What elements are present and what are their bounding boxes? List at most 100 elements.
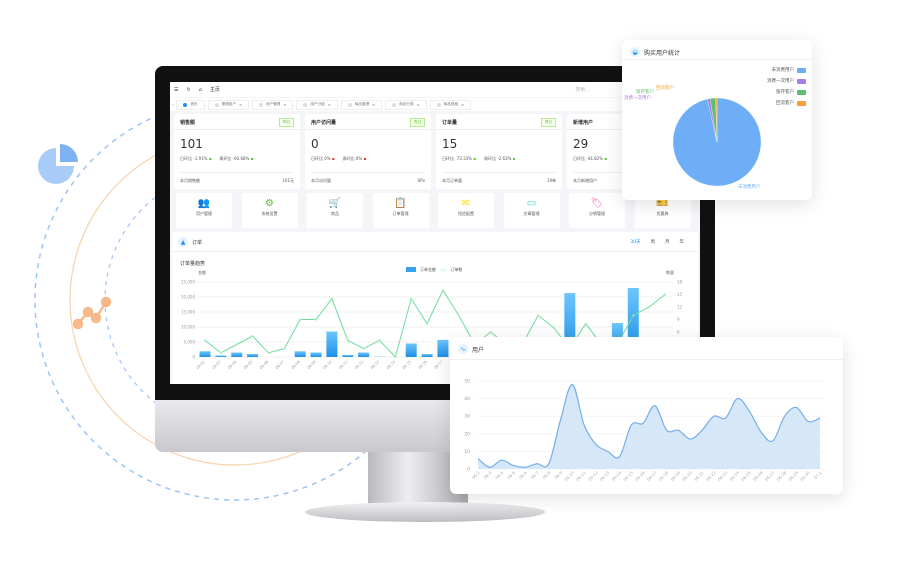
tab-label: 首页: [190, 102, 198, 106]
tab-5[interactable]: 商品分类 ×: [385, 99, 427, 110]
home-icon[interactable]: ⌂: [198, 86, 202, 93]
close-icon[interactable]: ×: [327, 102, 331, 107]
quick-card[interactable]: ▭ 文章管理: [503, 193, 560, 228]
tab-bar: ‹ 首页 管理用户 × 用户管理 × 用户分组 × 商品管理 × 商品分类 × 商品规格 ×: [170, 98, 700, 111]
pie-label: 消费一次用户: [624, 94, 651, 101]
pie-label: 留存客户: [636, 88, 654, 95]
trend-icon: ▪: [330, 156, 335, 161]
x-tick: 06-09: [307, 359, 318, 370]
order-amount-bar: [199, 351, 211, 357]
quick-clipboard[interactable]: 📋 订单管理: [372, 193, 429, 228]
breadcrumb-title: 主页: [209, 87, 220, 93]
order-amount-bar: [564, 293, 576, 357]
tab-4[interactable]: 商品管理 ×: [340, 99, 383, 110]
x-tick: 06-25: [740, 470, 752, 482]
x-tick: 06-04: [227, 359, 238, 370]
quick-cart[interactable]: 🛒 商品: [307, 193, 363, 228]
users-line: [477, 383, 821, 468]
right-tick: 12: [677, 305, 683, 310]
x-tick: 06-14: [610, 470, 622, 482]
quick-users[interactable]: 👥 用户管理: [176, 193, 232, 228]
trend-icon: ▪: [471, 156, 476, 161]
quick-gear[interactable]: ⚙ 系统设置: [241, 193, 298, 228]
menu-icon[interactable]: ☰: [174, 86, 179, 93]
cart-icon: 🛒: [328, 198, 342, 209]
order-panel-title: 订单: [192, 240, 203, 246]
order-count-point: [552, 326, 556, 329]
tab-1[interactable]: 管理用户 ×: [207, 99, 250, 110]
legend-bar-label: 订单金额: [420, 267, 436, 272]
x-tick: 06-28: [776, 470, 788, 482]
pie-legend-item[interactable]: 消费一次用户: [767, 78, 806, 84]
right-tick: 18: [677, 280, 683, 285]
pie-card-title: 购买用户统计: [644, 49, 681, 57]
pie-label: 回流客户: [656, 84, 674, 91]
pie-legend-item[interactable]: 回流客户: [776, 100, 806, 106]
quick-label: 文章管理: [523, 211, 540, 216]
range-2[interactable]: 月: [665, 240, 670, 245]
period-badge: 昨日: [279, 118, 294, 127]
pie-legend-item[interactable]: 未消费用户: [772, 67, 806, 73]
order-count-point: [314, 318, 318, 321]
close-icon[interactable]: ×: [372, 102, 376, 107]
footer-value: 19单: [546, 178, 556, 183]
x-tick: 06-16: [418, 359, 429, 370]
x-tick: 06-24: [728, 470, 740, 482]
clipboard-icon: 📋: [394, 198, 407, 209]
gear-icon: ⚙: [265, 198, 274, 209]
refresh-icon[interactable]: ↻: [186, 86, 191, 93]
tab-6[interactable]: 商品规格 ×: [429, 99, 471, 110]
range-3[interactable]: 年: [679, 240, 685, 245]
stat-title: 新增用户: [573, 120, 594, 126]
stat-title: 用户访问量: [311, 120, 337, 126]
x-tick: 06-11: [338, 360, 348, 370]
pie-slice[interactable]: [715, 97, 718, 143]
x-tick: 06-16: [634, 470, 646, 482]
search-input[interactable]: 搜索...: [575, 87, 590, 93]
x-tick: 06-12: [354, 360, 364, 370]
order-amount-bar: [437, 339, 449, 357]
tag-icon: 🏷: [590, 198, 604, 209]
x-tick: 06-7: [530, 470, 540, 480]
trend-icon: ▪: [511, 156, 516, 161]
tab-3[interactable]: 用户分组 ×: [296, 99, 338, 110]
quick-envelope[interactable]: ✉ 短信配置: [438, 193, 494, 228]
close-icon[interactable]: ×: [239, 102, 243, 107]
order-count-point: [219, 351, 222, 354]
range-0[interactable]: 30天: [630, 240, 641, 245]
order-chart-title: 订单量趋势: [180, 261, 206, 267]
pie-legend-item[interactable]: 留存客户: [776, 89, 806, 95]
close-icon[interactable]: ×: [416, 102, 420, 107]
x-tick: 06-15: [402, 360, 412, 370]
close-icon[interactable]: ×: [283, 102, 287, 107]
order-count-point: [663, 293, 667, 296]
order-count-point: [330, 297, 333, 300]
tab-2[interactable]: 用户管理 ×: [252, 99, 294, 110]
x-tick: 06-26: [752, 470, 764, 482]
left-tick: 20,000: [181, 295, 195, 300]
tab-0[interactable]: 首页: [176, 99, 205, 110]
right-tick: 15: [677, 292, 683, 297]
tabs-scroll-left[interactable]: ‹: [172, 102, 174, 107]
quick-tag[interactable]: 🏷 分销管理: [569, 193, 625, 228]
y-tick: 50: [464, 379, 470, 385]
range-1[interactable]: 周: [650, 240, 656, 245]
quick-label: 订单管理: [392, 211, 409, 216]
close-icon[interactable]: ×: [460, 102, 464, 107]
quick-label: 分销管理: [589, 211, 605, 216]
users-icon: 👥: [197, 198, 211, 209]
x-tick: 06-2: [471, 470, 481, 480]
footer-label: 本月销售额: [180, 178, 200, 183]
x-tick: 06-08: [291, 359, 302, 370]
trend-icon: ▪: [362, 156, 367, 161]
order-amount-bar: [310, 352, 322, 357]
x-tick: 06-5: [506, 470, 516, 480]
order-icon: ▲: [178, 237, 188, 247]
day-compare: 日环比 -1.91% ▪: [180, 156, 212, 161]
card-icon: ▭: [526, 198, 537, 209]
x-tick: 06-8: [542, 470, 552, 480]
x-tick: 07-1: [813, 470, 823, 480]
